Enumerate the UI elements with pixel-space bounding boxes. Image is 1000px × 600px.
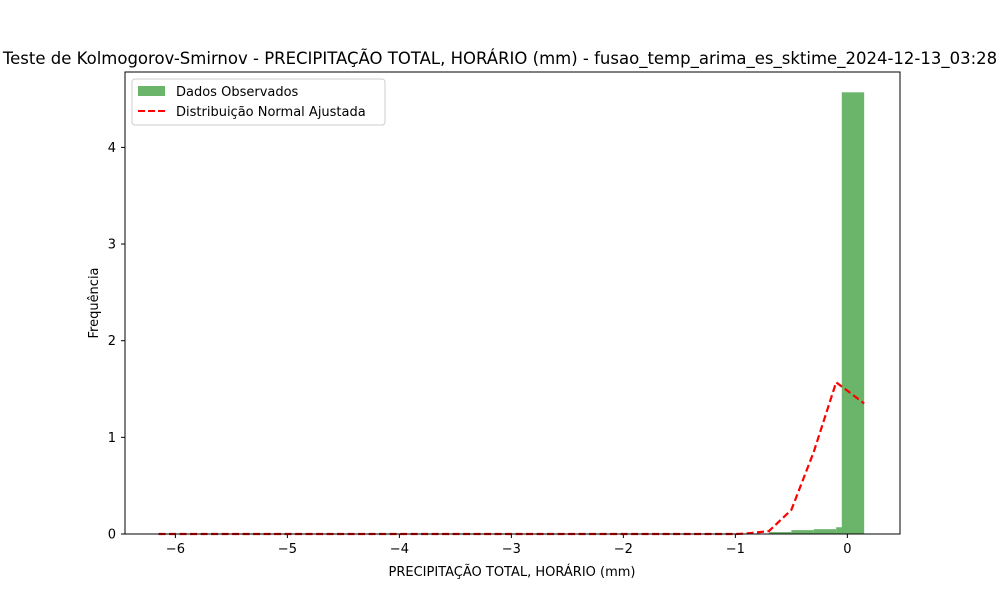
legend: Dados Observados Distribuição Normal Aju…: [131, 78, 386, 126]
x-tick-label: −3: [502, 542, 521, 557]
histogram-bar-5: [841, 92, 865, 535]
x-tick-label: −2: [614, 542, 633, 557]
x-tick-label: −5: [278, 542, 297, 557]
chart-title: Teste de Kolmogorov-Smirnov - PRECIPITAÇ…: [2, 49, 997, 69]
histogram-bar-3: [813, 529, 837, 534]
legend-label-fit: Distribuição Normal Ajustada: [176, 105, 366, 120]
x-tick-label: 0: [843, 542, 851, 557]
y-axis: 0 1 2 3 4: [108, 141, 125, 543]
histogram-bar-1: [768, 532, 792, 534]
x-tick-label: −1: [726, 542, 745, 557]
x-axis-label: PRECIPITAÇÃO TOTAL, HORÁRIO (mm): [389, 564, 636, 580]
legend-swatch-observed: [138, 86, 165, 96]
histogram-bar-2: [791, 530, 814, 534]
x-tick-label: −4: [390, 542, 409, 557]
legend-label-observed: Dados Observados: [176, 85, 299, 100]
y-tick-label: 3: [108, 238, 116, 253]
plot-area: [158, 92, 865, 536]
legend-box: [131, 78, 386, 126]
x-axis: −6 −5 −4 −3 −2 −1 0: [166, 534, 852, 557]
y-axis-label: Frequência: [87, 267, 102, 338]
y-tick-label: 2: [108, 334, 116, 349]
y-tick-label: 0: [108, 528, 116, 543]
y-tick-label: 4: [108, 141, 116, 156]
plot-frame: [124, 71, 901, 535]
x-tick-label: −6: [166, 542, 185, 557]
fit-line: [158, 380, 865, 536]
y-tick-label: 1: [108, 431, 116, 446]
